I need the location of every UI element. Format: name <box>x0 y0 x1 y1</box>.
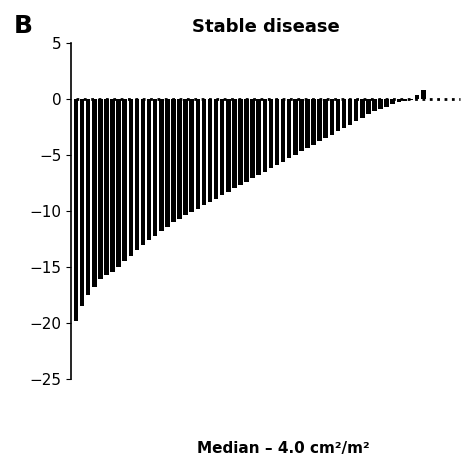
Text: B: B <box>14 14 33 38</box>
Bar <box>122 99 127 261</box>
Bar <box>354 99 358 121</box>
Bar <box>421 90 426 99</box>
Bar <box>86 99 91 295</box>
Bar <box>323 99 328 138</box>
Bar <box>263 99 267 172</box>
Bar <box>366 99 371 114</box>
Bar <box>336 99 340 131</box>
Bar <box>177 99 182 219</box>
Bar <box>190 99 194 212</box>
Bar <box>128 99 133 256</box>
Bar <box>98 99 103 279</box>
Bar <box>397 99 401 102</box>
Bar <box>92 99 97 287</box>
Bar <box>165 99 170 227</box>
Bar <box>214 99 219 199</box>
Bar <box>281 99 285 162</box>
Bar <box>141 99 145 245</box>
Bar <box>244 99 249 182</box>
Text: Median – 4.0 cm²/m²: Median – 4.0 cm²/m² <box>197 441 369 456</box>
Bar <box>147 99 151 240</box>
Bar <box>196 99 200 209</box>
Bar <box>415 95 419 99</box>
Bar <box>348 99 352 125</box>
Bar <box>238 99 243 185</box>
Bar <box>342 99 346 128</box>
Bar <box>159 99 164 231</box>
Bar <box>171 99 176 222</box>
Bar <box>80 99 84 306</box>
Bar <box>360 99 365 118</box>
Bar <box>318 99 322 141</box>
Bar <box>208 99 212 202</box>
Bar <box>409 99 413 100</box>
Bar <box>275 99 279 165</box>
Bar <box>116 99 121 267</box>
Bar <box>311 99 316 145</box>
Bar <box>104 99 109 275</box>
Bar <box>391 99 395 104</box>
Bar <box>183 99 188 215</box>
Bar <box>299 99 304 152</box>
Bar <box>384 99 389 107</box>
Bar <box>153 99 157 236</box>
Bar <box>293 99 298 155</box>
Title: Stable disease: Stable disease <box>191 18 339 36</box>
Bar <box>232 99 237 189</box>
Bar <box>73 99 78 321</box>
Bar <box>329 99 334 135</box>
Bar <box>305 99 310 148</box>
Bar <box>201 99 206 205</box>
Bar <box>110 99 115 272</box>
Bar <box>287 99 292 158</box>
Bar <box>256 99 261 175</box>
Bar <box>269 99 273 168</box>
Bar <box>378 99 383 109</box>
Bar <box>220 99 225 195</box>
Bar <box>403 99 407 101</box>
Bar <box>250 99 255 178</box>
Bar <box>226 99 230 192</box>
Bar <box>372 99 377 111</box>
Bar <box>135 99 139 250</box>
